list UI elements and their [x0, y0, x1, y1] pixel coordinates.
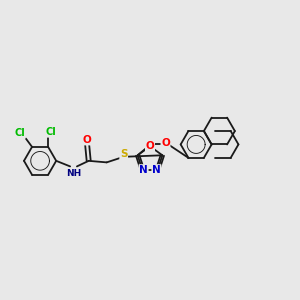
Text: O: O: [83, 135, 92, 145]
Text: NH: NH: [66, 169, 82, 178]
Text: N: N: [152, 165, 161, 175]
Text: N: N: [139, 165, 148, 175]
Text: O: O: [161, 138, 170, 148]
Text: Cl: Cl: [45, 127, 56, 137]
Text: O: O: [146, 141, 154, 151]
Text: S: S: [120, 149, 127, 159]
Text: Cl: Cl: [14, 128, 25, 138]
